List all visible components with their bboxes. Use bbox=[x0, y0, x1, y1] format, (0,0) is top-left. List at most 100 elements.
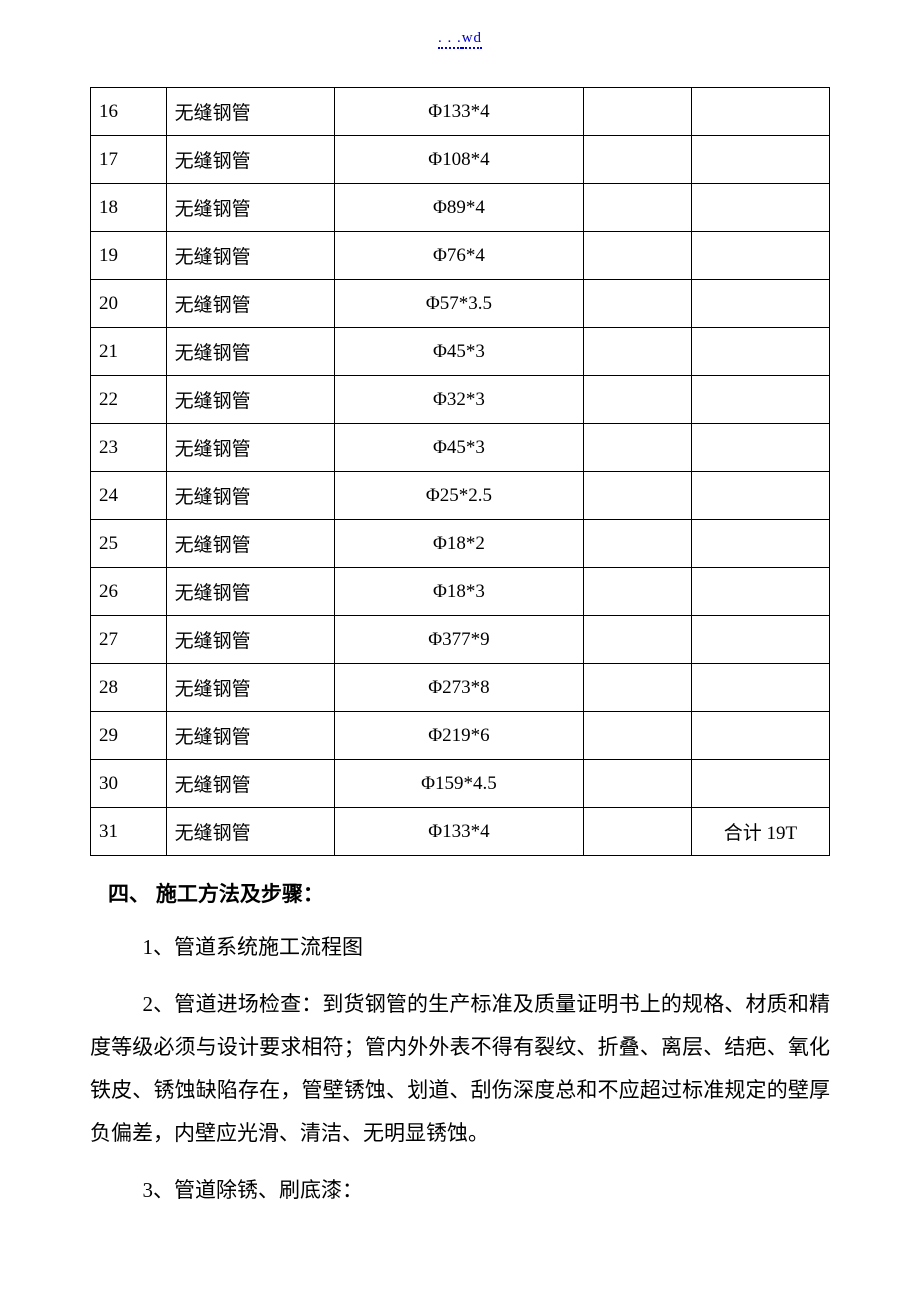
table-row: 27无缝钢管Φ377*9 bbox=[91, 616, 830, 664]
pipe-spec: Φ89*4 bbox=[334, 184, 583, 232]
pipe-name: 无缝钢管 bbox=[166, 88, 334, 136]
remark-cell bbox=[691, 520, 829, 568]
paragraph-3: 3、管道除锈、刷底漆： bbox=[90, 1169, 830, 1212]
pipe-spec: Φ57*3.5 bbox=[334, 280, 583, 328]
pipe-name: 无缝钢管 bbox=[166, 232, 334, 280]
row-index: 25 bbox=[91, 520, 167, 568]
remark-cell bbox=[691, 136, 829, 184]
row-index: 28 bbox=[91, 664, 167, 712]
blank-cell bbox=[583, 616, 691, 664]
pipe-spec: Φ377*9 bbox=[334, 616, 583, 664]
blank-cell bbox=[583, 520, 691, 568]
header-dots: . . . bbox=[438, 30, 462, 49]
blank-cell bbox=[583, 184, 691, 232]
remark-cell bbox=[691, 88, 829, 136]
remark-cell bbox=[691, 424, 829, 472]
pipe-spec: Φ108*4 bbox=[334, 136, 583, 184]
pipe-name: 无缝钢管 bbox=[166, 808, 334, 856]
row-index: 23 bbox=[91, 424, 167, 472]
blank-cell bbox=[583, 472, 691, 520]
table-row: 30无缝钢管Φ159*4.5 bbox=[91, 760, 830, 808]
blank-cell bbox=[583, 232, 691, 280]
row-index: 27 bbox=[91, 616, 167, 664]
pipe-name: 无缝钢管 bbox=[166, 664, 334, 712]
table-row: 22无缝钢管Φ32*3 bbox=[91, 376, 830, 424]
row-index: 18 bbox=[91, 184, 167, 232]
table-row: 16无缝钢管Φ133*4 bbox=[91, 88, 830, 136]
pipe-spec: Φ45*3 bbox=[334, 424, 583, 472]
pipe-name: 无缝钢管 bbox=[166, 616, 334, 664]
remark-cell bbox=[691, 280, 829, 328]
blank-cell bbox=[583, 424, 691, 472]
table-row: 21无缝钢管Φ45*3 bbox=[91, 328, 830, 376]
row-index: 19 bbox=[91, 232, 167, 280]
table-row: 24无缝钢管Φ25*2.5 bbox=[91, 472, 830, 520]
blank-cell bbox=[583, 328, 691, 376]
row-index: 17 bbox=[91, 136, 167, 184]
paragraph-1: 1、管道系统施工流程图 bbox=[90, 926, 830, 969]
row-index: 30 bbox=[91, 760, 167, 808]
blank-cell bbox=[583, 280, 691, 328]
row-index: 20 bbox=[91, 280, 167, 328]
pipe-name: 无缝钢管 bbox=[166, 760, 334, 808]
pipe-name: 无缝钢管 bbox=[166, 712, 334, 760]
remark-cell bbox=[691, 376, 829, 424]
pipe-name: 无缝钢管 bbox=[166, 136, 334, 184]
document-page: . . .wd 16无缝钢管Φ133*417无缝钢管Φ108*418无缝钢管Φ8… bbox=[0, 0, 920, 1286]
row-index: 22 bbox=[91, 376, 167, 424]
pipe-name: 无缝钢管 bbox=[166, 568, 334, 616]
row-index: 29 bbox=[91, 712, 167, 760]
blank-cell bbox=[583, 760, 691, 808]
remark-cell bbox=[691, 232, 829, 280]
row-index: 16 bbox=[91, 88, 167, 136]
remark-cell bbox=[691, 712, 829, 760]
blank-cell bbox=[583, 376, 691, 424]
pipe-name: 无缝钢管 bbox=[166, 376, 334, 424]
table-row: 18无缝钢管Φ89*4 bbox=[91, 184, 830, 232]
remark-cell bbox=[691, 568, 829, 616]
pipe-spec: Φ219*6 bbox=[334, 712, 583, 760]
pipe-name: 无缝钢管 bbox=[166, 424, 334, 472]
header-wd: wd bbox=[462, 30, 482, 49]
section-heading: 四、 施工方法及步骤： bbox=[108, 878, 830, 908]
blank-cell bbox=[583, 712, 691, 760]
pipe-spec: Φ159*4.5 bbox=[334, 760, 583, 808]
table-row: 28无缝钢管Φ273*8 bbox=[91, 664, 830, 712]
table-row: 31无缝钢管Φ133*4 合计 19T bbox=[91, 808, 830, 856]
table-row: 20无缝钢管Φ57*3.5 bbox=[91, 280, 830, 328]
blank-cell bbox=[583, 664, 691, 712]
remark-cell bbox=[691, 184, 829, 232]
table-row: 19无缝钢管Φ76*4 bbox=[91, 232, 830, 280]
blank-cell bbox=[583, 88, 691, 136]
remark-cell: 合计 19T bbox=[691, 808, 829, 856]
pipe-spec: Φ133*4 bbox=[334, 88, 583, 136]
table-row: 17无缝钢管Φ108*4 bbox=[91, 136, 830, 184]
remark-cell bbox=[691, 328, 829, 376]
pipe-name: 无缝钢管 bbox=[166, 520, 334, 568]
pipe-spec: Φ273*8 bbox=[334, 664, 583, 712]
row-index: 21 bbox=[91, 328, 167, 376]
pipe-spec: Φ32*3 bbox=[334, 376, 583, 424]
pipe-spec: Φ133*4 bbox=[334, 808, 583, 856]
pipe-spec-table: 16无缝钢管Φ133*417无缝钢管Φ108*418无缝钢管Φ89*419无缝钢… bbox=[90, 87, 830, 856]
table-row: 25无缝钢管Φ18*2 bbox=[91, 520, 830, 568]
row-index: 24 bbox=[91, 472, 167, 520]
pipe-name: 无缝钢管 bbox=[166, 280, 334, 328]
table-row: 29无缝钢管Φ219*6 bbox=[91, 712, 830, 760]
pipe-spec: Φ18*3 bbox=[334, 568, 583, 616]
row-index: 26 bbox=[91, 568, 167, 616]
table-row: 26无缝钢管Φ18*3 bbox=[91, 568, 830, 616]
row-index: 31 bbox=[91, 808, 167, 856]
pipe-spec: Φ45*3 bbox=[334, 328, 583, 376]
remark-cell bbox=[691, 472, 829, 520]
pipe-spec: Φ76*4 bbox=[334, 232, 583, 280]
table-row: 23无缝钢管Φ45*3 bbox=[91, 424, 830, 472]
blank-cell bbox=[583, 568, 691, 616]
remark-cell bbox=[691, 616, 829, 664]
pipe-name: 无缝钢管 bbox=[166, 184, 334, 232]
pipe-name: 无缝钢管 bbox=[166, 472, 334, 520]
header-link: . . .wd bbox=[90, 30, 830, 47]
blank-cell bbox=[583, 136, 691, 184]
pipe-spec: Φ25*2.5 bbox=[334, 472, 583, 520]
pipe-name: 无缝钢管 bbox=[166, 328, 334, 376]
